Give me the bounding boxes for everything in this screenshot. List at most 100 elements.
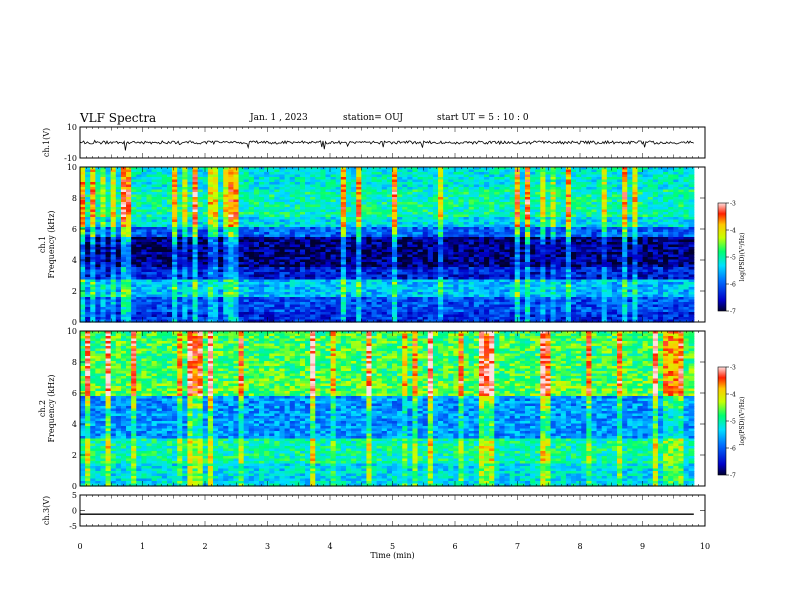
ch1-spectrogram-cell <box>192 182 199 186</box>
ch1-spectrogram-cell <box>596 207 603 211</box>
ch1-spectrogram-cell <box>453 237 460 241</box>
ch1-spectrogram-cell <box>494 224 500 228</box>
ch1-spectrogram-cell <box>151 187 158 191</box>
ch1-spectrogram-cell <box>535 222 541 226</box>
ch1-spectrogram-cell <box>652 259 659 263</box>
ch1-spectrogram-cell <box>530 217 536 221</box>
ch1-spectrogram-cell <box>637 212 644 216</box>
ch1-spectrogram-cell <box>397 214 403 218</box>
ch1-spectrogram-cell <box>688 257 695 261</box>
ch1-spectrogram-cell <box>494 209 500 213</box>
ch1-spectrogram-cell <box>535 184 541 188</box>
ch1-spectrogram-cell <box>412 229 419 233</box>
ch1-spectrogram-cell <box>141 254 148 258</box>
ch1-spectrogram-cell <box>622 254 628 258</box>
ch1-spectrogram-cell <box>391 182 398 186</box>
ch1-spectrogram-cell <box>647 219 654 223</box>
ch1-spectrogram-cell <box>443 259 449 263</box>
ch1-spectrogram-cell <box>678 212 685 216</box>
ch1-spectrogram-cell <box>131 259 137 263</box>
ch1-spectrogram-cell <box>325 197 332 201</box>
ch1-spectrogram-cell <box>141 192 148 196</box>
ch1-spectrogram-cell <box>652 254 659 258</box>
ch1-spectrogram-cell <box>524 242 531 246</box>
ch1-spectrogram-cell <box>299 189 306 193</box>
ch1-spectrogram-cell <box>161 229 168 233</box>
ch1-spectrogram-cell <box>499 254 506 258</box>
ch1-spectrogram-cell <box>253 247 260 251</box>
ch1-spectrogram-cell <box>218 209 224 213</box>
ch1-spectrogram-cell <box>688 182 695 186</box>
ch1-spectrogram-cell <box>560 167 567 171</box>
ch1-spectrogram-cell <box>136 264 142 268</box>
ch1-spectrogram-cell <box>136 184 142 188</box>
ch1-spectrogram-cell <box>642 237 649 241</box>
ch1-spectrogram-cell <box>345 207 352 211</box>
ch1-spectrogram-cell <box>576 174 582 178</box>
ch1-spectrogram-cell <box>269 244 275 248</box>
ch1-spectrogram-cell <box>489 254 495 258</box>
ch1-spectrogram-cell <box>361 169 368 173</box>
ch1-spectrogram-cell <box>212 259 219 263</box>
ch1-spectrogram-cell <box>463 182 470 186</box>
ch1-spectrogram-cell <box>218 257 224 261</box>
ch1-spectrogram-cell <box>453 169 460 173</box>
ch1-spectrogram-cell <box>576 244 582 248</box>
ch1-spectrogram-cell <box>110 172 117 176</box>
ch1-spectrogram-cell <box>356 222 362 226</box>
ch1-spectrogram-cell <box>192 194 199 198</box>
ch1-spectrogram-cell <box>345 229 352 233</box>
ch1-spectrogram-cell <box>545 239 552 243</box>
ch1-spectrogram-cell <box>166 189 173 193</box>
ch1-spectrogram-cell <box>305 252 311 256</box>
ch1-spectrogram-cell <box>120 264 127 268</box>
ch1-spectrogram-cell <box>212 222 219 226</box>
ch1-spectrogram-cell <box>366 202 373 206</box>
ch1-spectrogram-cell <box>550 257 557 261</box>
ch1-spectrogram-cell <box>530 187 536 191</box>
ch1-spectrogram-cell <box>243 254 250 258</box>
ch1-spectrogram-cell <box>110 197 117 201</box>
ch1-spectrogram-cell <box>652 199 659 203</box>
ch1-spectrogram-cell <box>269 169 275 173</box>
ch1-spectrogram-cell <box>494 227 500 231</box>
ch1-spectrogram-cell <box>95 192 102 196</box>
ch1-spectrogram-cell <box>586 237 593 241</box>
ch1-spectrogram-cell <box>683 182 690 186</box>
ch1-spectrogram-cell <box>325 257 332 261</box>
ch1-spectrogram-cell <box>207 232 214 236</box>
ch1-spectrogram-cell <box>351 169 357 173</box>
ch1-spectrogram-cell <box>131 254 137 258</box>
ch1-spectrogram-cell <box>622 249 628 253</box>
ch1-spectrogram-cell <box>110 177 117 181</box>
ch1-spectrogram-cell <box>366 199 373 203</box>
ch1-spectrogram-cell <box>591 229 598 233</box>
ch1-spectrogram-cell <box>228 177 235 181</box>
ch1-spectrogram-cell <box>274 252 281 256</box>
ch1-spectrogram-cell <box>274 217 281 221</box>
ch1-spectrogram-cell <box>601 204 608 208</box>
ch1-spectrogram-cell <box>325 239 332 243</box>
ch1-spectrogram-cell <box>335 219 342 223</box>
ch1-spectrogram-cell <box>535 224 541 228</box>
ch1-spectrogram-cell <box>136 244 142 248</box>
ch1-spectrogram-cell <box>330 212 337 216</box>
ch1-spectrogram-cell <box>642 167 649 171</box>
ch1-spectrogram-cell <box>576 179 582 183</box>
ch1-spectrogram-cell <box>494 249 500 253</box>
ch1-spectrogram-cell <box>131 207 137 211</box>
ch1-spectrogram-cell <box>95 239 102 243</box>
ch1-spectrogram-cell <box>110 189 117 193</box>
ch1-spectrogram-cell <box>637 229 644 233</box>
ch1-spectrogram-cell <box>448 229 454 233</box>
ch1-spectrogram-cell <box>432 172 439 176</box>
ch1-spectrogram-cell <box>202 174 209 178</box>
ch1-spectrogram-cell <box>443 264 449 268</box>
ch1-spectrogram-cell <box>489 189 495 193</box>
ch1-spectrogram-cell <box>519 232 526 236</box>
ch1-spectrogram-cell <box>212 214 219 218</box>
ch1-spectrogram-cell <box>115 174 122 178</box>
ch1-spectrogram-cell <box>361 182 368 186</box>
ch1-spectrogram-cell <box>325 179 332 183</box>
ch1-spectrogram-cell <box>274 169 281 173</box>
